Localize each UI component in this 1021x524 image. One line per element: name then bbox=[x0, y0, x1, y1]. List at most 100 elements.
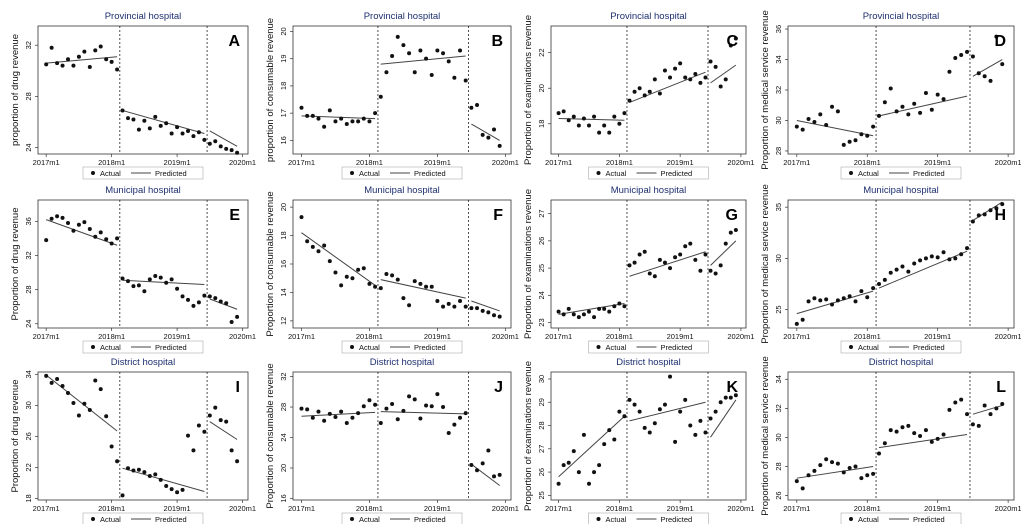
actual-point bbox=[959, 52, 964, 57]
actual-point bbox=[469, 462, 474, 467]
actual-point bbox=[970, 422, 975, 427]
actual-point bbox=[882, 277, 887, 282]
x-tick-label: 2018m1 bbox=[606, 504, 633, 513]
legend-actual-marker bbox=[91, 345, 95, 349]
x-tick-label: 2018m1 bbox=[854, 332, 881, 341]
x-tick-label: 2018m1 bbox=[98, 332, 125, 341]
y-tick-label: 25 bbox=[537, 491, 546, 499]
actual-point bbox=[82, 220, 87, 225]
actual-point bbox=[429, 73, 434, 78]
actual-point bbox=[131, 468, 136, 473]
legend-actual-label: Actual bbox=[858, 515, 879, 524]
actual-point bbox=[853, 464, 858, 469]
x-tick-label: 2019m1 bbox=[667, 158, 694, 167]
actual-point bbox=[994, 34, 999, 39]
actual-point bbox=[131, 117, 136, 122]
y-axis-label: Proportion of drug revenue bbox=[10, 207, 21, 320]
actual-point bbox=[965, 246, 970, 251]
actual-point bbox=[703, 430, 708, 435]
actual-point bbox=[923, 256, 928, 261]
legend-box bbox=[82, 166, 204, 180]
actual-point bbox=[407, 394, 412, 399]
actual-point bbox=[652, 274, 657, 279]
actual-point bbox=[723, 241, 728, 246]
y-tick-label: 17 bbox=[279, 109, 288, 117]
legend-box bbox=[82, 340, 204, 354]
actual-point bbox=[229, 320, 234, 325]
actual-point bbox=[218, 299, 223, 304]
actual-point bbox=[429, 284, 434, 289]
actual-point bbox=[463, 304, 468, 309]
actual-point bbox=[71, 228, 76, 233]
actual-point bbox=[953, 256, 958, 261]
actual-point bbox=[418, 416, 423, 421]
legend-box bbox=[840, 166, 962, 180]
legend-predicted-label: Predicted bbox=[913, 515, 945, 524]
actual-point bbox=[367, 398, 372, 403]
actual-point bbox=[350, 276, 355, 281]
actual-point bbox=[469, 306, 474, 311]
actual-point bbox=[586, 123, 591, 128]
y-tick-label: 24 bbox=[24, 320, 33, 328]
x-tick-label: 2019m1 bbox=[424, 158, 451, 167]
legend-actual-label: Actual bbox=[100, 515, 121, 524]
actual-point bbox=[812, 120, 817, 124]
legend-predicted-label: Predicted bbox=[913, 169, 945, 178]
actual-point bbox=[452, 422, 457, 427]
actual-point bbox=[486, 310, 491, 315]
x-tick-label: 2020m1 bbox=[229, 504, 256, 513]
actual-point bbox=[622, 304, 627, 309]
actual-point bbox=[475, 468, 480, 473]
x-tick-label: 2018m1 bbox=[356, 332, 383, 341]
predicted-line bbox=[209, 298, 238, 310]
actual-point bbox=[900, 264, 905, 269]
predicted-line bbox=[710, 399, 737, 438]
predicted-line bbox=[46, 219, 118, 246]
x-tick-label: 2017m1 bbox=[33, 158, 60, 167]
x-tick-label: 2019m1 bbox=[164, 158, 191, 167]
panel-i: District hospital Proportion of drug reve… bbox=[10, 357, 256, 524]
actual-point bbox=[581, 432, 586, 437]
actual-point bbox=[723, 395, 728, 400]
actual-point bbox=[142, 470, 147, 475]
actual-point bbox=[597, 463, 602, 468]
actual-point bbox=[475, 102, 480, 107]
actual-point bbox=[597, 130, 602, 135]
actual-point bbox=[435, 392, 440, 397]
legend-predicted-label: Predicted bbox=[661, 515, 693, 524]
actual-point bbox=[859, 289, 864, 294]
predicted-line bbox=[209, 130, 238, 147]
actual-point bbox=[66, 57, 70, 62]
actual-point bbox=[662, 260, 667, 265]
legend-predicted-label: Predicted bbox=[155, 169, 187, 178]
panel-title: District hospital bbox=[869, 357, 933, 368]
y-tick-label: 24 bbox=[537, 291, 546, 299]
actual-point bbox=[673, 66, 678, 71]
legend-actual-marker bbox=[596, 345, 601, 349]
actual-point bbox=[350, 119, 355, 124]
actual-point bbox=[492, 474, 497, 479]
actual-point bbox=[830, 460, 835, 465]
actual-point bbox=[835, 461, 840, 466]
actual-point bbox=[627, 397, 632, 402]
actual-point bbox=[76, 54, 81, 59]
actual-point bbox=[339, 409, 344, 414]
actual-point bbox=[87, 408, 92, 413]
actual-point bbox=[871, 124, 876, 129]
actual-point bbox=[213, 405, 218, 410]
panel-e: Municipal hospital Proportion of drug rev… bbox=[10, 185, 256, 354]
actual-point bbox=[333, 414, 338, 419]
actual-point bbox=[693, 72, 698, 76]
y-tick-label: 25 bbox=[537, 264, 546, 272]
x-tick-label: 2020m1 bbox=[995, 158, 1021, 167]
actual-point bbox=[556, 481, 561, 486]
actual-point bbox=[333, 270, 338, 275]
y-tick-label: 34 bbox=[774, 375, 783, 383]
x-tick-label: 2018m1 bbox=[854, 158, 881, 167]
actual-point bbox=[424, 403, 429, 408]
y-tick-label: 30 bbox=[24, 401, 33, 409]
x-tick-label: 2020m1 bbox=[995, 504, 1021, 513]
panel-title: District hospital bbox=[616, 357, 680, 368]
actual-point bbox=[235, 459, 240, 464]
y-tick-label: 22 bbox=[24, 463, 33, 471]
